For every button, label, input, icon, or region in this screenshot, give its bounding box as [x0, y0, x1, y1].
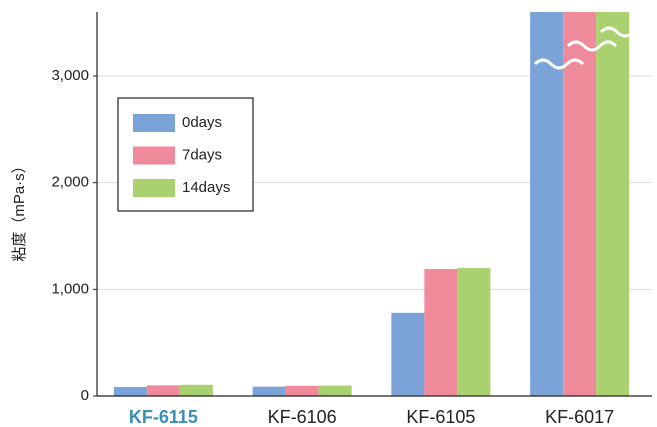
x-tick-label: KF-6105 [406, 407, 475, 427]
axis-break [566, 40, 618, 52]
legend-label: 7days [182, 146, 222, 163]
legend: 0days 7days 14days [117, 97, 254, 212]
bar [285, 385, 319, 396]
bar [146, 385, 180, 396]
legend-swatch [133, 179, 175, 197]
bar [252, 386, 286, 396]
bar [596, 12, 630, 396]
x-tick-label: KF-6017 [545, 407, 614, 427]
legend-swatch [133, 114, 175, 132]
legend-label: 14days [182, 179, 230, 196]
axis-break [599, 26, 651, 38]
bar [457, 268, 491, 396]
legend-label: 0days [182, 114, 222, 131]
y-tick-label: 1,000 [51, 280, 89, 297]
bar [530, 12, 564, 396]
legend-swatch [133, 146, 175, 165]
bar [424, 269, 458, 396]
x-tick-label: KF-6106 [268, 407, 337, 427]
axis-break [533, 58, 585, 70]
y-tick-label: 3,000 [51, 67, 89, 84]
bar [179, 384, 213, 396]
bar [563, 12, 597, 396]
x-tick-label: KF-6115 [129, 407, 198, 427]
bar [113, 387, 147, 396]
y-tick-label: 0 [81, 387, 89, 404]
y-tick-label: 2,000 [51, 174, 89, 191]
bar [391, 312, 425, 396]
y-axis-label: 粘度（mPa·s） [11, 158, 28, 261]
bar [318, 385, 352, 396]
